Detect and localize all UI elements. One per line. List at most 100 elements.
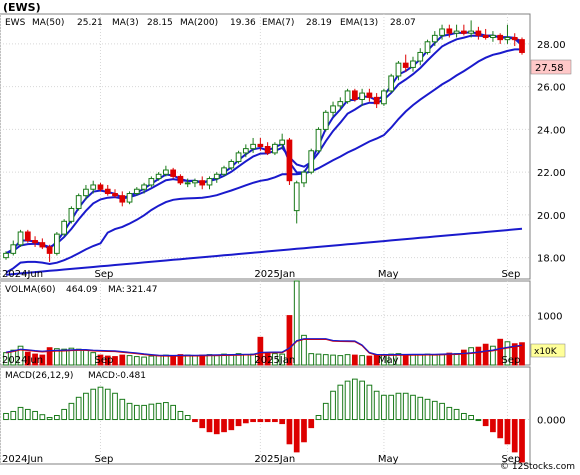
macd-bar: [344, 380, 351, 421]
macd-bar: [177, 410, 184, 421]
volma-value: 464.09: [66, 285, 98, 295]
legend-ews: EWS: [5, 18, 26, 28]
macd-bar: [148, 403, 155, 421]
x-axis-label: 2025Jan: [254, 355, 295, 366]
x-axis-label: 2024Jun: [2, 454, 43, 465]
volume-bar: [61, 348, 68, 366]
legend-ema13-label: EMA(13): [340, 18, 378, 28]
candle-body: [221, 167, 227, 175]
macd-bar: [315, 415, 322, 421]
volume-bar: [308, 353, 315, 366]
volume-bar: [242, 354, 249, 366]
legend-ema13-value: 28.07: [390, 18, 416, 28]
volume-bar: [468, 347, 474, 366]
volume-bar: [351, 354, 358, 366]
volume-bar: [112, 356, 118, 366]
volume-bar: [3, 352, 9, 366]
candle-body: [482, 34, 489, 39]
price-tick-label: 18.00: [537, 254, 566, 265]
macd-bar: [126, 402, 133, 421]
macd-bar: [359, 380, 365, 421]
macd-bar: [155, 402, 162, 421]
legend-ma50-value: 25.21: [77, 18, 103, 28]
macd-bar: [242, 419, 249, 424]
legend-ma50-label: MA(50): [32, 18, 64, 28]
macd-bar: [250, 419, 256, 423]
x-axis-label: 2024Jun: [2, 355, 43, 366]
x-axis-label: Sep: [501, 355, 520, 366]
macd-bar: [104, 388, 111, 421]
candle-body: [24, 231, 31, 242]
legend-ema7-label: EMA(7): [262, 18, 294, 28]
candle-body: [272, 143, 278, 154]
macd-bar: [221, 419, 227, 433]
macd-bar: [475, 419, 482, 422]
volume-bar: [119, 354, 126, 366]
macd-bar: [351, 378, 358, 421]
candle-body: [228, 160, 235, 169]
macd-bar: [286, 419, 293, 445]
volume-bar: [286, 315, 293, 366]
candle-body: [192, 180, 198, 184]
macd-bar: [431, 400, 438, 421]
candle-body: [424, 41, 431, 53]
volume-bar: [97, 354, 104, 366]
candle-body: [3, 252, 9, 259]
volume-legend: VOLMA(60) 464.09 MA: 321.47: [5, 285, 158, 295]
volume-bar: [213, 355, 220, 366]
volume-bar: [141, 356, 147, 366]
candle-body: [475, 30, 482, 36]
candle-body: [315, 128, 322, 152]
macd-bar: [90, 388, 97, 421]
symbol-title: (EWS): [3, 1, 41, 14]
volume-bar: [497, 338, 504, 366]
candle-body: [257, 143, 264, 147]
candle-body: [402, 62, 409, 68]
candle-body: [308, 150, 315, 173]
macd-bar: [10, 410, 17, 421]
x-axis-label: 2025Jan: [254, 269, 295, 280]
vol-ma-label: MA:: [108, 285, 125, 295]
candle-body: [293, 182, 300, 212]
volume-bar: [439, 354, 445, 366]
watermark: © 12Stocks.com: [500, 462, 575, 471]
x-axis-label: 2024Jun: [2, 269, 43, 280]
volume-unit-badge: [530, 343, 566, 358]
macd-bar: [184, 415, 191, 421]
macd-bar: [39, 414, 46, 421]
macd-bar: [133, 404, 140, 421]
volume-bar: [104, 355, 111, 366]
macd-bar: [32, 410, 38, 421]
candle-body: [133, 188, 140, 195]
volume-bar: [126, 355, 133, 366]
candle-body: [83, 188, 89, 197]
price-tick-label: 28.00: [537, 40, 566, 51]
x-axis-label: Sep: [94, 355, 113, 366]
macd-params-label: MACD(26,12,9): [5, 371, 73, 381]
last-price-value: 27.58: [535, 63, 564, 74]
legend-ma200-value: 19.36: [230, 18, 256, 28]
macd-bar: [308, 419, 315, 429]
candle-body: [395, 62, 402, 77]
price-tick-label: 22.00: [537, 168, 566, 179]
volume-unit: x10K: [534, 347, 558, 357]
candle-body: [177, 175, 184, 184]
macd-bar: [424, 398, 431, 421]
macd-bar: [322, 402, 329, 421]
macd-bar: [504, 419, 511, 445]
macd-bar: [119, 398, 126, 421]
macd-bar: [497, 419, 504, 439]
price-tick-label: 26.00: [537, 83, 566, 94]
volume-ma2-line: [5, 338, 523, 357]
candle-body: [32, 240, 38, 244]
candle-body: [61, 220, 68, 235]
candle-body: [97, 184, 104, 190]
macd-bar: [235, 419, 242, 427]
volume-bar: [293, 280, 300, 366]
x-axis-label: Sep: [94, 454, 113, 465]
volume-bar: [257, 336, 264, 366]
macd-bars-layer: [3, 378, 525, 463]
candle-body: [235, 152, 242, 162]
candle-body: [148, 178, 155, 186]
volume-bar: [359, 355, 365, 366]
